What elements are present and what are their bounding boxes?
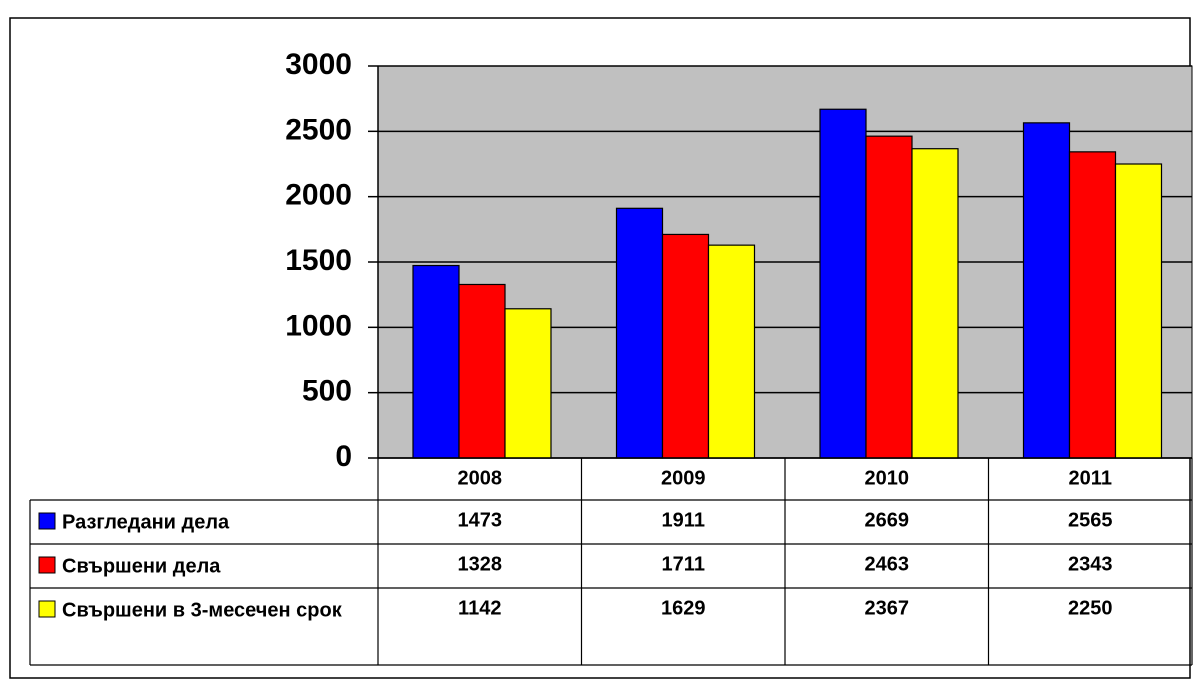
table-value: 1328 <box>458 553 503 575</box>
bar <box>819 108 867 459</box>
table-value: 2250 <box>1068 597 1113 619</box>
legend-key <box>38 556 56 574</box>
bar <box>412 264 460 459</box>
table-value: 1629 <box>661 597 706 619</box>
legend-label: Разгледани дела <box>62 511 230 533</box>
bar <box>458 283 506 459</box>
bar <box>707 244 756 459</box>
table-value: 2669 <box>865 509 910 531</box>
bar <box>504 308 552 459</box>
x-tick-label: 2009 <box>661 467 706 489</box>
legend-label: Свършени дела <box>62 555 221 577</box>
y-tick-label: 3000 <box>285 48 352 81</box>
bar <box>865 135 913 459</box>
table-value: 1711 <box>662 553 705 575</box>
table-value: 1142 <box>458 597 501 619</box>
legend-key <box>38 512 56 530</box>
y-tick-label: 2500 <box>285 113 352 146</box>
table-value: 1473 <box>458 509 503 531</box>
table-value: 2367 <box>865 597 910 619</box>
y-tick-label: 1500 <box>285 244 352 277</box>
x-tick-label: 2010 <box>865 467 910 489</box>
x-tick-label: 2008 <box>458 467 503 489</box>
table-value: 2343 <box>1068 553 1113 575</box>
bar <box>1114 163 1163 459</box>
bar <box>661 233 710 459</box>
y-tick-label: 2000 <box>285 179 352 212</box>
bar <box>1068 151 1117 459</box>
x-tick-label: 2011 <box>1069 467 1112 489</box>
bar <box>615 207 664 459</box>
y-tick-label: 500 <box>302 375 352 408</box>
table-value: 2565 <box>1068 509 1113 531</box>
y-tick-label: 1000 <box>285 309 352 342</box>
bar <box>1022 122 1071 459</box>
bar <box>911 148 959 459</box>
legend-label: Свършени в 3-месечен срок <box>62 599 343 621</box>
legend-key <box>38 600 56 618</box>
y-tick-label: 0 <box>335 440 352 473</box>
table-value: 1911 <box>662 509 705 531</box>
table-value: 2463 <box>865 553 910 575</box>
